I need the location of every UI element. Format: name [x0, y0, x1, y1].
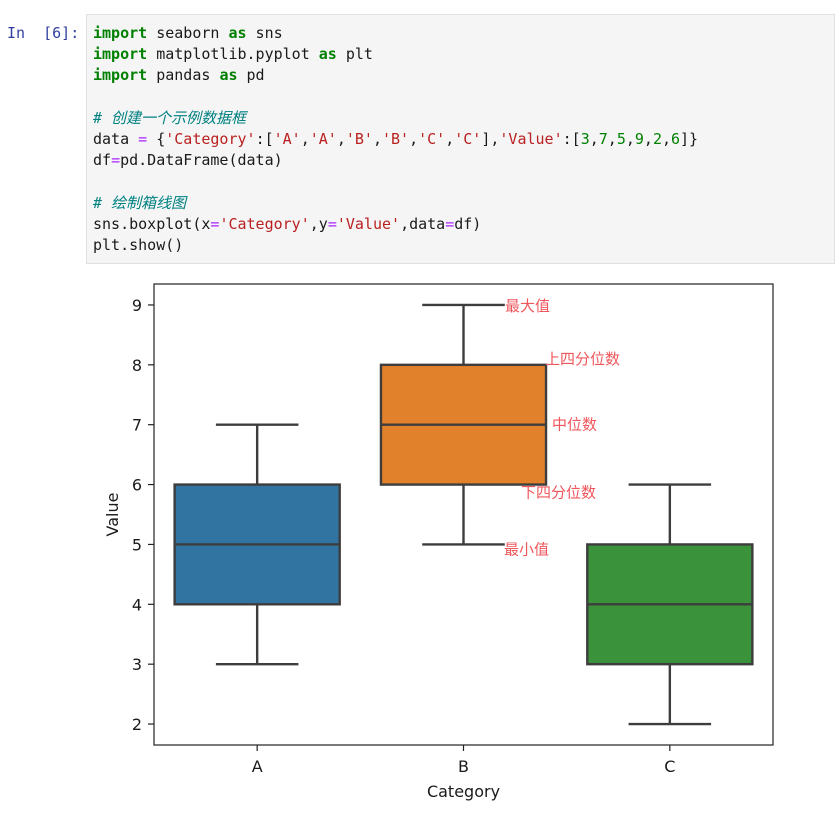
code-keyword: as — [318, 45, 337, 64]
code-number: 6 — [671, 130, 681, 149]
code-operator: = — [445, 214, 455, 233]
y-tick-label: 2 — [132, 715, 142, 734]
code-keyword: import — [93, 24, 148, 42]
code-text: , — [372, 130, 382, 149]
code-text: df) — [454, 214, 482, 233]
annotation-label: 中位数 — [552, 416, 597, 434]
annotation-label: 最大值 — [505, 297, 550, 315]
code-number: 3 — [580, 130, 590, 149]
code-operator: = — [138, 130, 148, 149]
code-text: ,y — [309, 214, 328, 233]
cell-output: 2 3 4 5 6 7 8 9 A B C Category Value 最大值上四分位数中位数下四分位数… — [86, 270, 835, 815]
code-text: , — [445, 130, 455, 149]
code-string: 'Category' — [165, 130, 256, 149]
code-string: 'A' — [273, 130, 301, 149]
code-text: , — [336, 130, 346, 149]
code-string: 'A' — [309, 130, 337, 149]
code-keyword: as — [228, 24, 247, 42]
code-string: 'Value' — [336, 214, 401, 233]
y-axis-label: Value — [103, 493, 122, 537]
code-text: pd — [237, 66, 265, 85]
code-string: 'B' — [345, 130, 373, 149]
code-text: pandas — [147, 66, 220, 85]
code-number: 5 — [616, 130, 626, 149]
code-text: , — [643, 130, 653, 149]
code-number: 2 — [652, 130, 662, 149]
code-text: , — [661, 130, 671, 149]
cell-prompt: In [6]: — [7, 24, 80, 42]
annotation-label: 最小值 — [504, 540, 549, 558]
code-keyword: as — [219, 66, 238, 85]
code-number: 9 — [634, 130, 644, 149]
code-keyword: import — [93, 66, 148, 85]
y-tick-label: 9 — [132, 296, 142, 315]
code-text: ]} — [680, 130, 699, 149]
code-text: sns.boxplot(x — [93, 214, 211, 233]
annotation-label: 下四分位数 — [521, 484, 596, 502]
code-operator: = — [111, 151, 121, 170]
y-tick-label: 6 — [132, 476, 142, 495]
code-comment: # 绘制箱线图 — [93, 193, 187, 212]
code-string: 'Value' — [499, 130, 563, 149]
code-text: pd.DataFrame(data) — [120, 151, 283, 170]
code-operator: = — [327, 214, 337, 233]
code-comment: # 创建一个示例数据框 — [93, 108, 247, 127]
x-tick-label: B — [458, 757, 469, 776]
code-text: sns — [246, 24, 283, 42]
code-text: df — [93, 151, 112, 170]
code-editor[interactable]: import seaborn as sns import matplotlib.… — [93, 23, 698, 256]
y-tick-label: 5 — [132, 535, 142, 554]
boxplot-chart: 2 3 4 5 6 7 8 9 A B C Category Value 最大值上四分位数中位数下四分位数… — [103, 283, 774, 801]
y-tick-label: 8 — [132, 356, 142, 375]
code-string: 'B' — [382, 130, 410, 149]
code-keyword: import — [93, 45, 148, 64]
code-text: , — [589, 130, 599, 149]
code-text: , — [607, 130, 617, 149]
code-cell-input[interactable]: import seaborn as sns import matplotlib.… — [86, 14, 835, 264]
code-number: 7 — [598, 130, 608, 149]
code-text: ], — [481, 130, 500, 149]
code-text: { — [147, 130, 166, 149]
code-text: :[ — [562, 130, 581, 149]
x-tick-label: A — [252, 757, 263, 776]
x-axis-label: Category — [427, 782, 500, 801]
annotation-label: 上四分位数 — [545, 350, 620, 368]
code-text: ,data — [400, 214, 446, 233]
y-tick-label: 7 — [132, 416, 142, 435]
code-text: , — [300, 130, 310, 149]
y-tick-label: 3 — [132, 655, 142, 674]
code-text: plt — [336, 45, 373, 64]
code-text: , — [409, 130, 419, 149]
code-operator: = — [210, 214, 220, 233]
y-tick-label: 4 — [132, 595, 142, 614]
code-text: matplotlib.pyplot — [147, 45, 319, 64]
code-string: 'Category' — [219, 214, 310, 233]
code-string: 'C' — [418, 130, 446, 149]
code-text: plt.show() — [93, 236, 184, 255]
code-text: seaborn — [147, 24, 229, 42]
x-tick-label: C — [664, 757, 675, 776]
code-text: :[ — [255, 130, 274, 149]
code-string: 'C' — [454, 130, 482, 149]
code-text: , — [625, 130, 635, 149]
code-text: data — [93, 130, 139, 149]
